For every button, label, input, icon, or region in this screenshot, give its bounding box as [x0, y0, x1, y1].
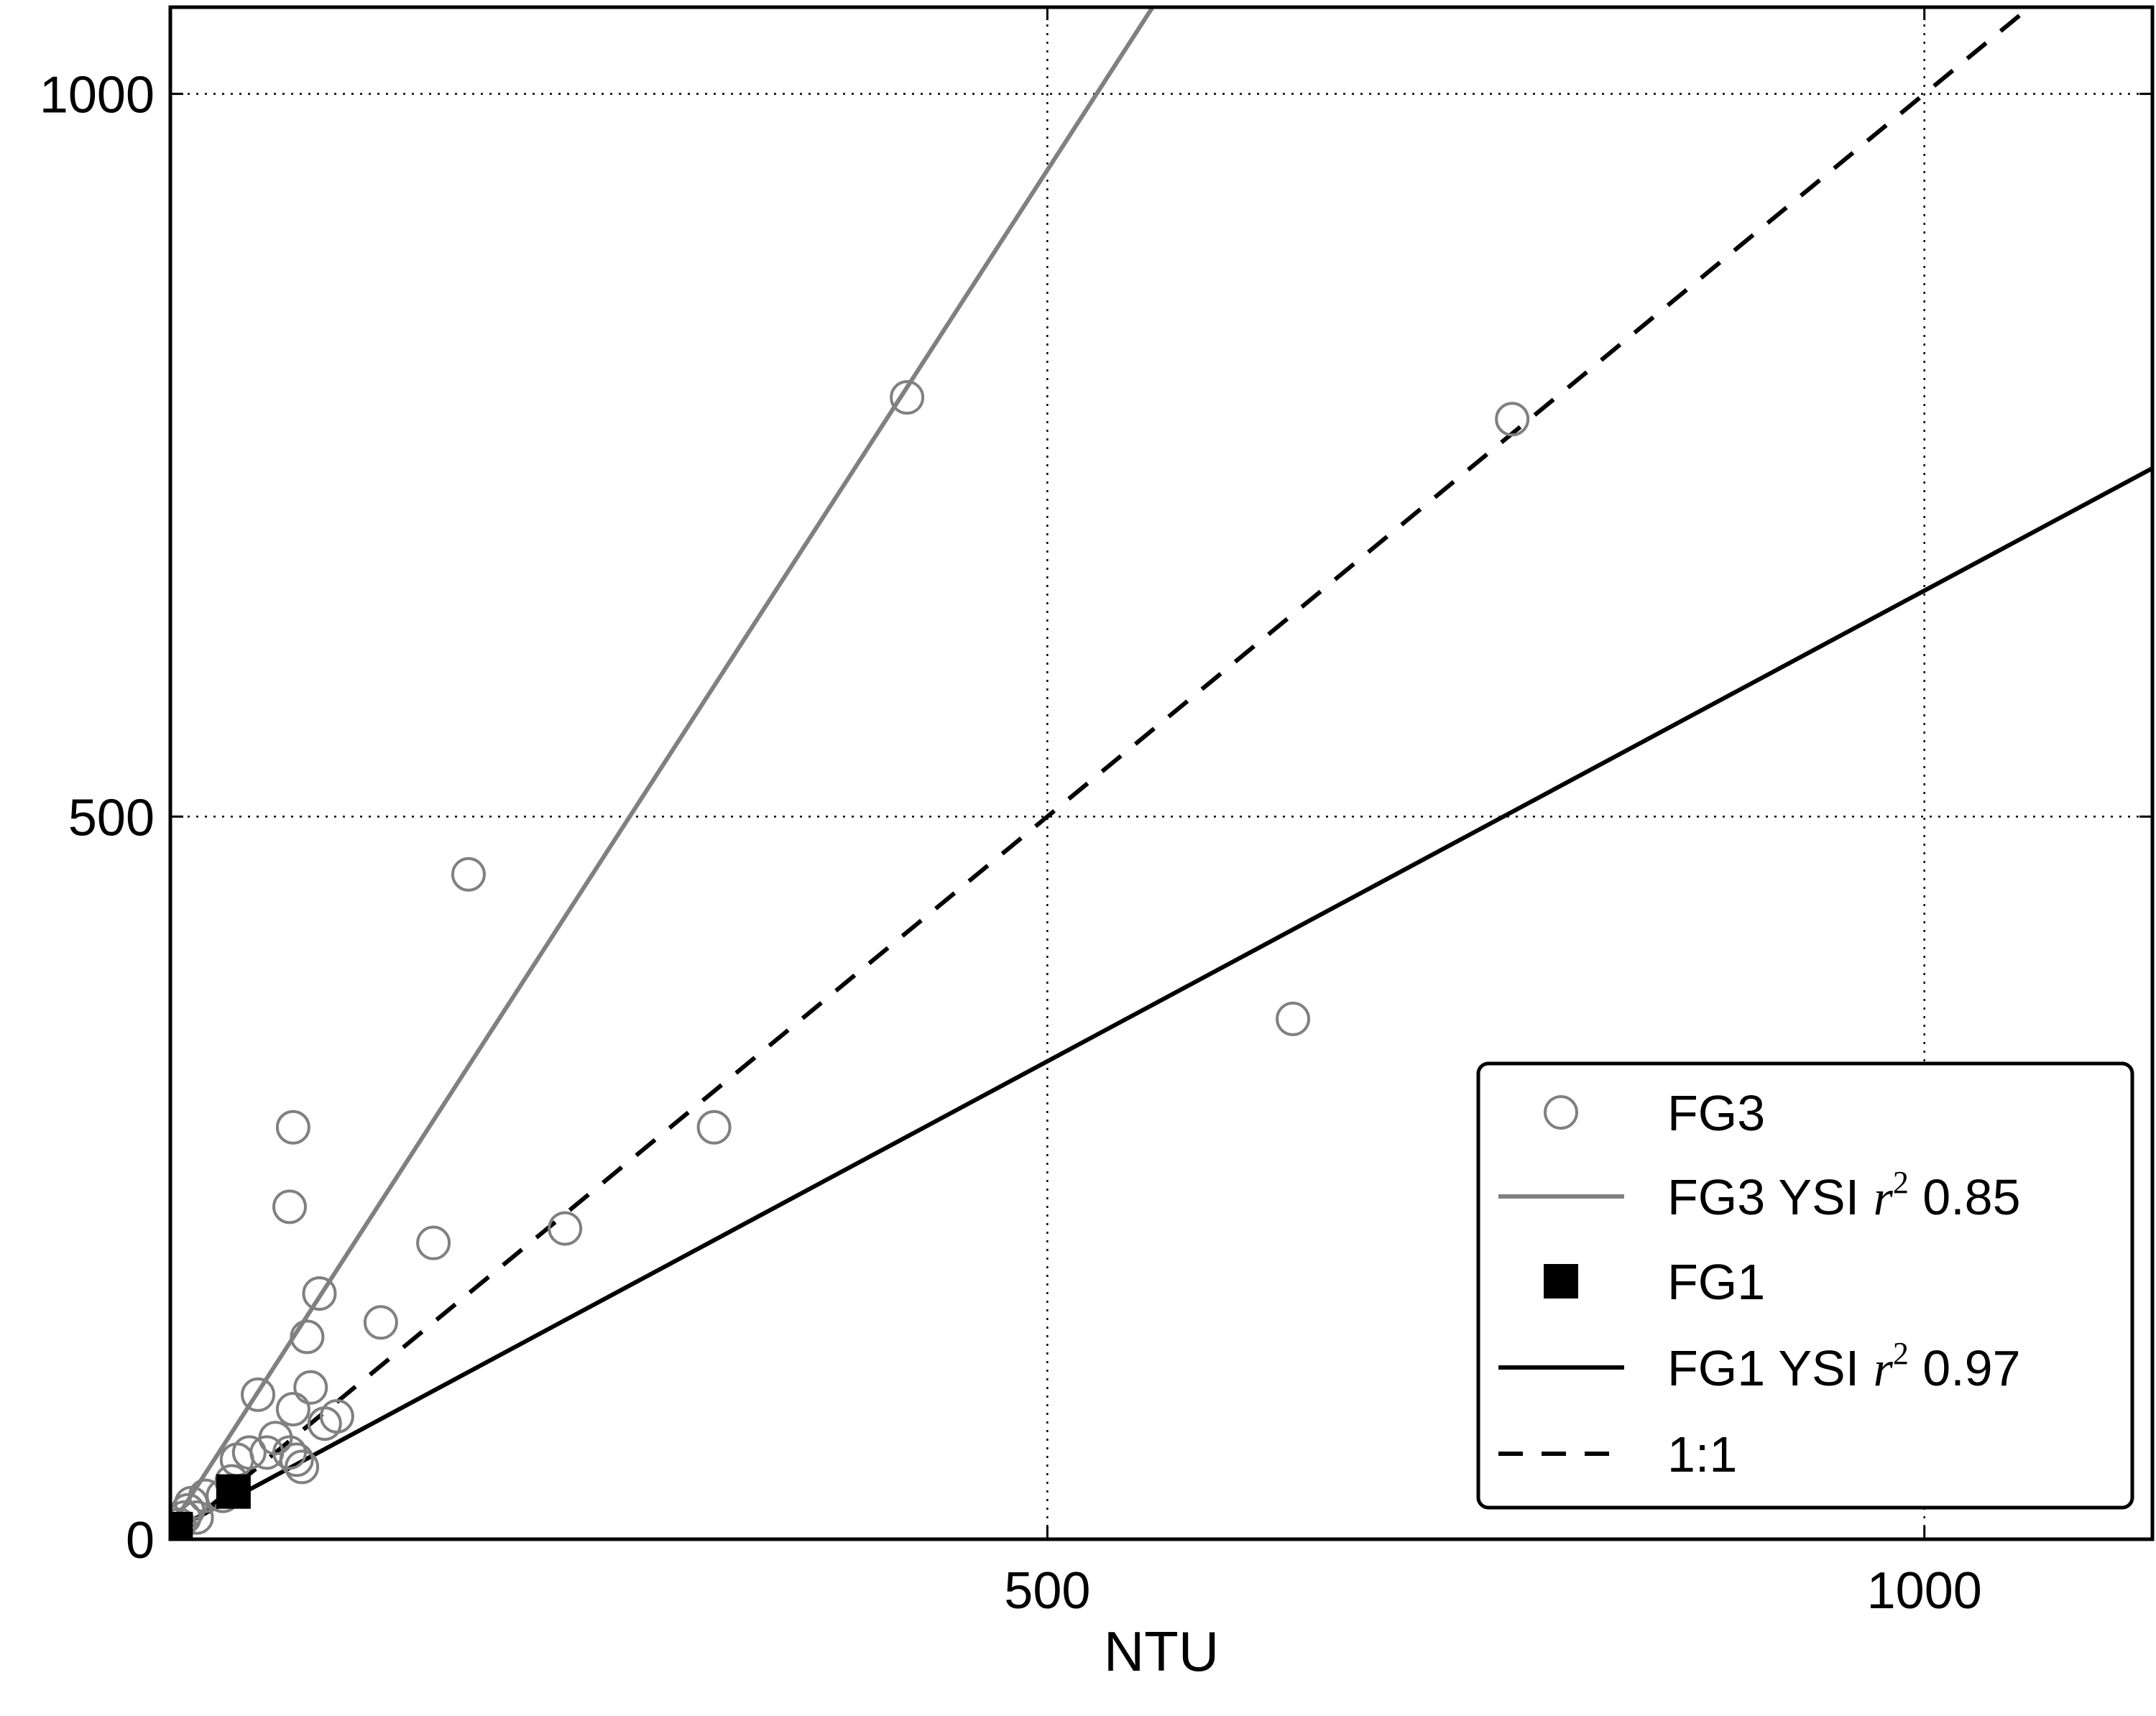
fg3-point	[548, 1211, 583, 1246]
fg3-point	[302, 1276, 337, 1311]
fg3-point	[890, 380, 925, 415]
fg3-point	[1276, 1001, 1311, 1036]
fg1-point	[170, 1511, 193, 1539]
legend-label: FG1 YSI r2 0.97	[1667, 1336, 2021, 1397]
plot-frame	[168, 5, 2155, 1541]
fg3-point	[363, 1305, 398, 1340]
legend-box	[1476, 1061, 2134, 1510]
fg3-point	[272, 1189, 307, 1224]
legend-label: FG3 YSI r2 0.85	[1667, 1165, 2021, 1226]
series-line	[170, 7, 1155, 1529]
fg3-point	[416, 1225, 451, 1260]
legend-label: FG1	[1667, 1254, 1765, 1310]
legend-fg1-marker	[1544, 1264, 1578, 1298]
legend-label: FG3	[1667, 1085, 1765, 1141]
y-tick-label: 500	[68, 789, 155, 847]
fg1-point	[216, 1474, 251, 1509]
fg3-point	[285, 1449, 320, 1485]
series-line	[170, 466, 2152, 1534]
fg3-point	[319, 1399, 354, 1434]
legend-label: 1:1	[1667, 1426, 1737, 1482]
x-axis-label: NTU	[1104, 1620, 1219, 1683]
fg3-point	[290, 1319, 325, 1355]
x-tick-label: 1000	[1867, 1562, 1982, 1620]
fg3-point	[275, 1110, 310, 1145]
series-points	[170, 380, 1530, 1539]
fg3-point	[293, 1370, 328, 1405]
y-tick-label: 1000	[40, 67, 155, 124]
fg3-point	[275, 1391, 310, 1426]
tick-labels: 500 1000 0 500 1000	[40, 67, 1982, 1620]
fg3-point	[696, 1110, 732, 1145]
fg3-point	[451, 857, 486, 892]
fg3-point	[241, 1377, 276, 1412]
axis-ticks	[169, 7, 2152, 1541]
legend: FG3 FG3 YSI r2 0.85 FG1 FG1 YSI r2 0.97 1:1	[1476, 1061, 2134, 1510]
series-line	[170, 7, 2032, 1539]
legend-fg3-marker	[1544, 1095, 1578, 1130]
series-lines	[170, 7, 2152, 1539]
x-tick-label: 500	[1004, 1562, 1090, 1620]
fg3-point	[1495, 402, 1530, 437]
y-tick-label: 0	[126, 1512, 155, 1569]
fg3-point	[231, 1435, 267, 1470]
fg3-point	[279, 1442, 314, 1477]
